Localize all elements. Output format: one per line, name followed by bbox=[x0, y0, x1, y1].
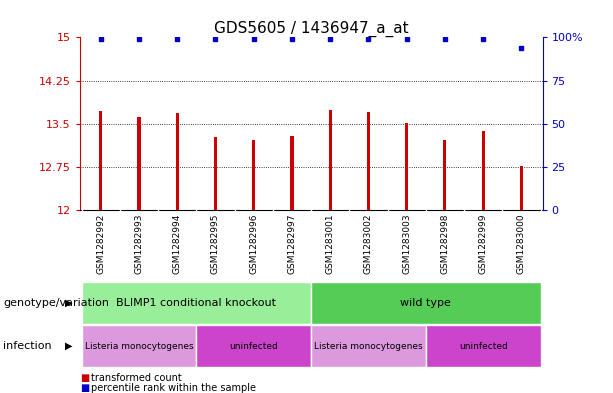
Text: GSM1283002: GSM1283002 bbox=[364, 214, 373, 274]
Text: uninfected: uninfected bbox=[229, 342, 278, 351]
Text: GSM1283003: GSM1283003 bbox=[402, 214, 411, 274]
Text: ■: ■ bbox=[80, 383, 89, 393]
Text: percentile rank within the sample: percentile rank within the sample bbox=[91, 383, 256, 393]
Text: uninfected: uninfected bbox=[459, 342, 508, 351]
Text: wild type: wild type bbox=[400, 298, 451, 308]
Bar bbox=[329, 110, 332, 210]
Title: GDS5605 / 1436947_a_at: GDS5605 / 1436947_a_at bbox=[214, 21, 408, 37]
Bar bbox=[82, 282, 311, 324]
Bar bbox=[443, 140, 446, 210]
Text: ▶: ▶ bbox=[65, 341, 72, 351]
Text: GSM1283001: GSM1283001 bbox=[326, 214, 335, 274]
Bar bbox=[311, 325, 426, 367]
Text: BLIMP1 conditional knockout: BLIMP1 conditional knockout bbox=[116, 298, 276, 308]
Text: transformed count: transformed count bbox=[91, 373, 181, 383]
Bar bbox=[311, 282, 541, 324]
Bar bbox=[176, 113, 179, 210]
Bar bbox=[99, 111, 102, 210]
Text: GSM1283000: GSM1283000 bbox=[517, 214, 526, 274]
Bar bbox=[426, 325, 541, 367]
Bar bbox=[405, 123, 408, 210]
Text: GSM1282995: GSM1282995 bbox=[211, 214, 220, 274]
Text: Listeria monocytogenes: Listeria monocytogenes bbox=[85, 342, 193, 351]
Bar bbox=[520, 166, 523, 210]
Text: genotype/variation: genotype/variation bbox=[3, 298, 109, 308]
Text: GSM1282994: GSM1282994 bbox=[173, 214, 181, 274]
Bar bbox=[214, 137, 217, 210]
Text: infection: infection bbox=[3, 341, 51, 351]
Bar bbox=[482, 131, 485, 210]
Text: GSM1282992: GSM1282992 bbox=[96, 214, 105, 274]
Bar bbox=[252, 140, 255, 210]
Text: GSM1282997: GSM1282997 bbox=[287, 214, 297, 274]
Text: GSM1282999: GSM1282999 bbox=[479, 214, 488, 274]
Text: GSM1282996: GSM1282996 bbox=[249, 214, 258, 274]
Bar bbox=[82, 325, 196, 367]
Text: GSM1282993: GSM1282993 bbox=[134, 214, 143, 274]
Text: ■: ■ bbox=[80, 373, 89, 383]
Bar bbox=[367, 112, 370, 210]
Bar bbox=[291, 136, 294, 210]
Bar bbox=[137, 117, 140, 210]
Bar bbox=[196, 325, 311, 367]
Text: ▶: ▶ bbox=[65, 298, 72, 308]
Text: GSM1282998: GSM1282998 bbox=[441, 214, 449, 274]
Text: Listeria monocytogenes: Listeria monocytogenes bbox=[314, 342, 423, 351]
